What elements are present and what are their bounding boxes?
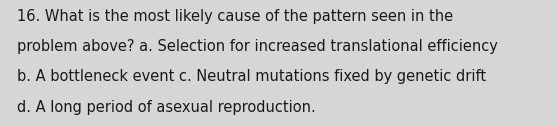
- Text: d. A long period of asexual reproduction.: d. A long period of asexual reproduction…: [17, 100, 315, 115]
- Text: 16. What is the most likely cause of the pattern seen in the: 16. What is the most likely cause of the…: [17, 9, 453, 24]
- Text: b. A bottleneck event c. Neutral mutations fixed by genetic drift: b. A bottleneck event c. Neutral mutatio…: [17, 69, 486, 84]
- Text: problem above? a. Selection for increased translational efficiency: problem above? a. Selection for increase…: [17, 39, 498, 54]
